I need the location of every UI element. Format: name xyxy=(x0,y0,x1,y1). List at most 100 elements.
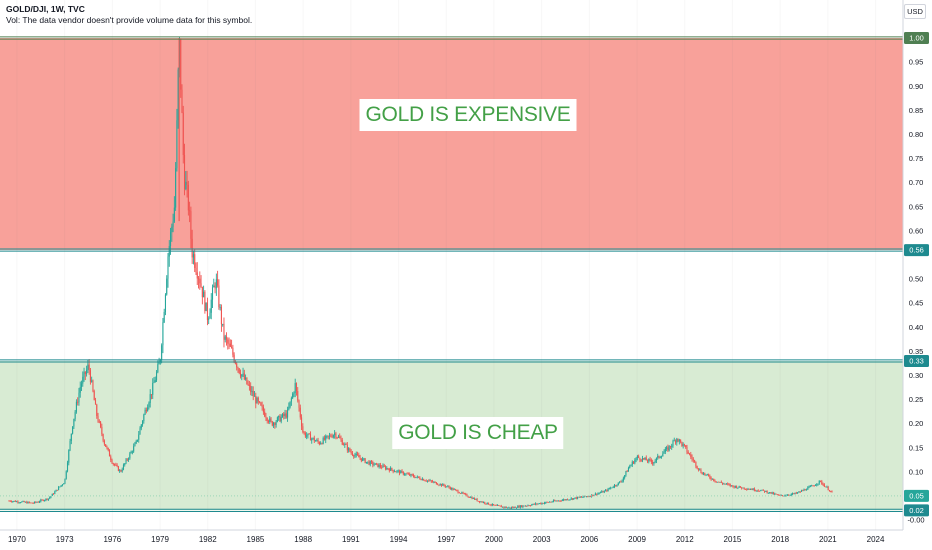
candle-body xyxy=(245,378,246,380)
candle-body xyxy=(814,486,815,487)
price-axis[interactable]: 1.051.000.950.900.850.800.750.700.650.60… xyxy=(904,10,929,525)
candle-body xyxy=(282,414,283,417)
candle-body xyxy=(461,492,462,493)
candle-body xyxy=(550,502,551,503)
candle-body xyxy=(87,365,88,370)
candle-body xyxy=(218,285,219,307)
candle-body xyxy=(503,507,504,508)
candle-body xyxy=(216,279,217,288)
candle-body xyxy=(670,446,671,447)
candle-body xyxy=(506,507,507,508)
candle-body xyxy=(293,393,294,394)
expensive-zone-label[interactable]: GOLD IS EXPENSIVE xyxy=(360,99,577,131)
candle-body xyxy=(408,474,409,475)
candle-body xyxy=(803,489,804,490)
candle-body xyxy=(533,504,534,505)
candle-body xyxy=(599,493,600,494)
candle-body xyxy=(267,418,268,421)
candle-body xyxy=(446,486,447,487)
candle-body xyxy=(660,457,661,458)
candle-body xyxy=(110,456,111,459)
candle-body xyxy=(349,448,350,451)
candle-body xyxy=(95,400,96,404)
candle-body xyxy=(390,468,391,471)
candle-body xyxy=(566,499,567,500)
candle-body xyxy=(394,471,395,472)
candle-body xyxy=(717,482,718,483)
candle-body xyxy=(229,344,230,345)
candle-body xyxy=(825,487,826,488)
price-tick-label: 0.95 xyxy=(909,58,924,67)
candle-body xyxy=(820,481,821,482)
candle-body xyxy=(679,440,680,442)
candle-body xyxy=(82,377,83,384)
symbol-title[interactable]: GOLD/DJI, 1W, TVC xyxy=(6,4,85,14)
candle-body xyxy=(53,494,54,495)
candle-body xyxy=(318,440,319,442)
candle-body xyxy=(276,422,277,425)
candle-body xyxy=(823,484,824,485)
candle-body xyxy=(215,286,216,289)
candle-body xyxy=(212,287,213,299)
candle-body xyxy=(746,489,747,490)
candle-body xyxy=(240,373,241,376)
candle-body xyxy=(632,462,633,465)
candle-body xyxy=(201,283,202,286)
candle-body xyxy=(380,465,381,467)
candle-body xyxy=(508,507,509,508)
candle-body xyxy=(499,506,500,507)
candle-body xyxy=(711,478,712,479)
candle-body xyxy=(437,484,438,485)
candle-body xyxy=(66,471,67,479)
candle-body xyxy=(644,458,645,459)
candle-body xyxy=(618,482,619,485)
candle-body xyxy=(119,470,120,471)
candle-body xyxy=(662,454,663,457)
candle-body xyxy=(787,495,788,496)
candle-body xyxy=(636,458,637,460)
candle-body xyxy=(175,168,176,207)
candle-body xyxy=(99,422,100,423)
candle-body xyxy=(58,487,59,490)
candle-body xyxy=(197,272,198,278)
time-tick-label: 2021 xyxy=(819,535,837,544)
candle-body xyxy=(610,488,611,489)
candle-body xyxy=(234,355,235,362)
currency-badge[interactable]: USD xyxy=(904,4,926,19)
price-tick-label: 0.02 xyxy=(909,506,924,515)
candle-body xyxy=(268,421,269,422)
candle-body xyxy=(39,502,40,503)
cheap-zone-label[interactable]: GOLD IS CHEAP xyxy=(392,417,563,449)
candle-body xyxy=(14,501,15,502)
candle-body xyxy=(393,470,394,472)
time-axis[interactable]: 1970 1973 1976 1979 1982 1985 1988 1991 1994 1997… xyxy=(8,535,885,544)
price-tick-label: 0.40 xyxy=(909,323,924,332)
candle-body xyxy=(286,413,287,417)
candle-body xyxy=(669,446,670,450)
candle-body xyxy=(600,493,601,494)
candle-body xyxy=(519,506,520,507)
candle-body xyxy=(795,493,796,494)
candle-body xyxy=(292,394,293,399)
candle-body xyxy=(236,363,237,367)
candle-body xyxy=(492,504,493,505)
candle-body xyxy=(665,449,666,452)
candle-body xyxy=(791,494,792,495)
candle-body xyxy=(242,374,243,375)
candle-body xyxy=(213,286,214,288)
candle-body xyxy=(298,400,299,407)
candle-body xyxy=(421,479,422,480)
candle-body xyxy=(223,324,224,340)
candle-body xyxy=(379,465,380,467)
candle-body xyxy=(61,485,62,486)
candle-body xyxy=(704,473,705,475)
candle-body xyxy=(648,459,649,461)
candle-body xyxy=(751,489,752,490)
candle-body xyxy=(541,503,542,504)
candle-body xyxy=(531,505,532,506)
candle-body xyxy=(431,480,432,481)
candle-body xyxy=(810,486,811,487)
candle-body xyxy=(410,474,411,475)
candle-body xyxy=(577,497,578,499)
